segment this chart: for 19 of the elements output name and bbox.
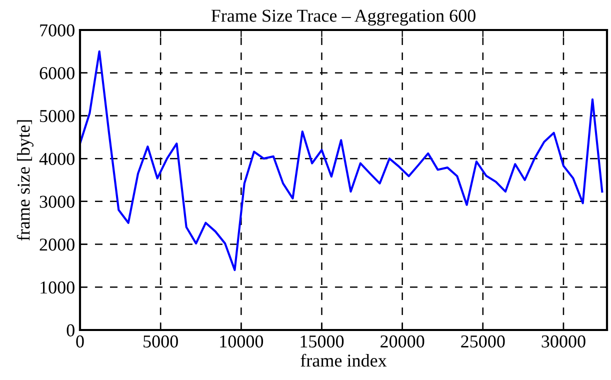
chart-title: Frame Size Trace – Aggregation 600: [211, 10, 476, 26]
line-series: [80, 50, 604, 272]
y-tick-label: 2000: [40, 238, 74, 251]
x-tick-label: 0: [76, 335, 84, 348]
y-tick-label: 4000: [39, 152, 74, 166]
y-axis-title: frame size [byte]: [16, 120, 34, 241]
y-tick-label: 0: [66, 324, 74, 336]
x-tick-label: 30000: [542, 335, 586, 348]
x-tick-label: 10000: [220, 335, 264, 348]
x-axis-title: frame index: [300, 354, 387, 367]
x-tick-label: 20000: [380, 335, 424, 348]
y-tick-label: 7000: [40, 24, 74, 36]
y-tick-label: 5000: [40, 110, 74, 122]
x-tick-label: 15000: [300, 335, 344, 348]
x-tick-label: 5000: [144, 335, 178, 348]
y-tick-label: 6000: [40, 67, 74, 80]
x-tick-label: 25000: [461, 335, 505, 348]
y-tick-label: 3000: [40, 196, 74, 208]
y-tick-label: 1000: [40, 281, 74, 294]
